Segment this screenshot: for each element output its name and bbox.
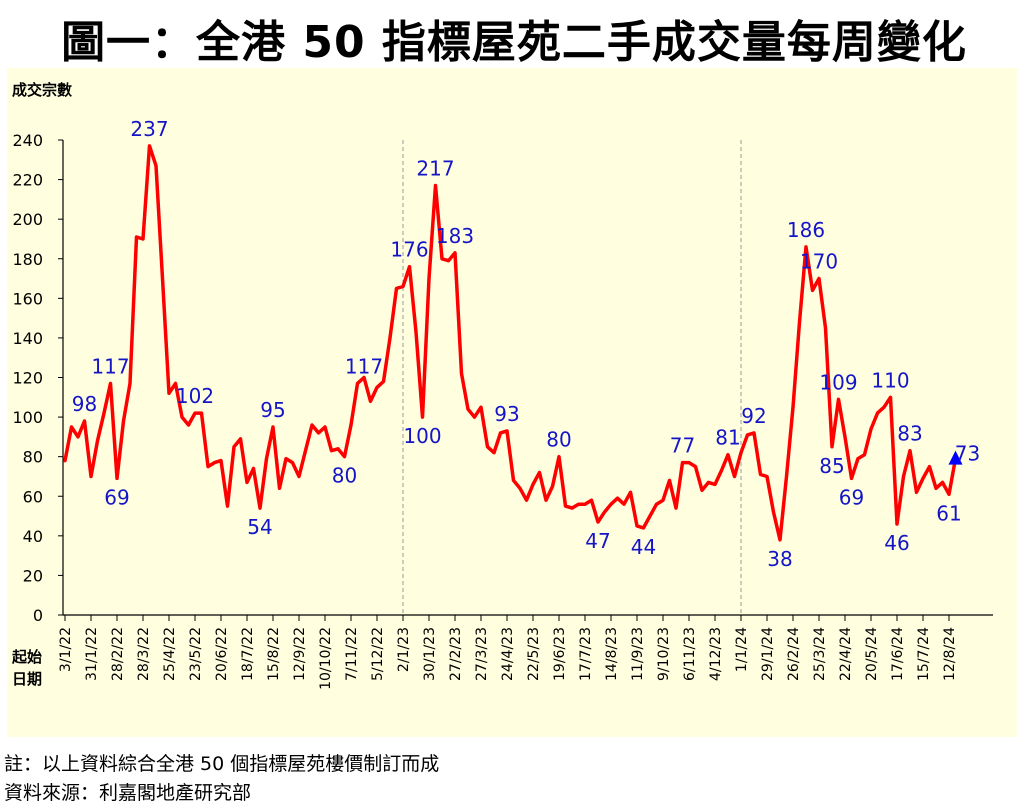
grid-layer <box>402 140 742 615</box>
data-label: 176 <box>390 238 428 262</box>
label-layer: 98 117 69 237 102 54 95 80 117 176 100 217 183 93 80 47… <box>72 117 980 571</box>
x-tick-label: 2/1/23 <box>396 627 412 672</box>
x-tick-label: 20/6/22 <box>214 627 230 681</box>
data-label: 217 <box>416 157 454 181</box>
data-label: 110 <box>871 368 909 392</box>
x-tick-label: 27/3/23 <box>474 627 490 681</box>
x-tick-label: 17/6/24 <box>890 627 906 681</box>
data-label: 61 <box>936 501 961 525</box>
x-tick-label: 12/8/24 <box>942 627 958 681</box>
data-label: 117 <box>91 354 129 378</box>
x-tick-label: 6/11/23 <box>682 627 698 681</box>
x-tick-label: 4/12/23 <box>708 627 724 681</box>
x-tick-label: 31/1/22 <box>84 627 100 681</box>
footnote: 註：以上資料綜合全港 50 個指標屋苑樓價制訂而成 <box>4 753 440 775</box>
data-label: 80 <box>546 428 571 452</box>
data-label: 186 <box>787 218 825 242</box>
data-label: 100 <box>403 424 441 448</box>
y-tick-label: 160 <box>12 289 43 308</box>
x-tick-label: 7/11/22 <box>344 627 360 681</box>
data-label: 69 <box>104 485 129 509</box>
x-tick-label: 30/1/23 <box>422 627 438 681</box>
data-label: 83 <box>897 422 922 446</box>
data-label: 183 <box>436 224 474 248</box>
x-tick-label: 11/9/23 <box>630 627 646 681</box>
y-tick-label: 220 <box>12 171 43 190</box>
y-tick-label: 0 <box>33 606 43 625</box>
x-tick-label: 27/2/23 <box>448 627 464 681</box>
x-tick-label: 12/9/22 <box>292 627 308 681</box>
y-axis-title: 成交宗數 <box>12 81 72 99</box>
data-label: 80 <box>332 464 357 488</box>
x-tick-label: 14/8/23 <box>604 627 620 681</box>
x-tick-label: 1/1/24 <box>734 627 750 672</box>
data-label: 77 <box>670 434 695 458</box>
x-tick-label: 22/5/23 <box>526 627 542 681</box>
data-label: 46 <box>884 531 909 555</box>
x-tick-label: 5/12/22 <box>370 627 386 681</box>
axis-layer: 0 20 40 60 80 100 120 140 160 180 200 220 240 3/1/22 3… <box>11 131 993 690</box>
x-tick-label: 9/10/23 <box>656 627 672 681</box>
y-tick-label: 140 <box>12 329 43 348</box>
x-tick-label: 29/1/24 <box>760 627 776 681</box>
data-label: 73 <box>955 442 980 466</box>
data-label: 92 <box>741 404 766 428</box>
data-label: 47 <box>585 529 610 553</box>
data-label: 117 <box>345 354 383 378</box>
data-label: 95 <box>260 398 285 422</box>
line-layer <box>63 144 963 542</box>
data-label: 69 <box>839 485 864 509</box>
data-label: 85 <box>819 454 844 478</box>
x-tick-label: 19/6/23 <box>552 627 568 681</box>
y-tick-label: 80 <box>23 448 43 467</box>
chart-panel <box>7 68 1017 737</box>
x-tick-label: 10/10/22 <box>318 627 334 690</box>
y-tick-label: 40 <box>23 527 43 546</box>
y-tick-label: 100 <box>12 408 43 427</box>
x-tick-label: 15/8/22 <box>266 627 282 681</box>
series-line <box>63 144 958 542</box>
x-tick-label: 26/2/24 <box>786 627 802 681</box>
data-label: 170 <box>800 250 838 274</box>
x-tick-label: 24/4/23 <box>500 627 516 681</box>
data-label: 81 <box>715 426 740 450</box>
x-tick-label: 28/2/22 <box>110 627 126 681</box>
last-point-marker <box>948 450 963 465</box>
y-tick-label: 20 <box>23 566 43 585</box>
data-label: 102 <box>176 384 214 408</box>
y-tick-label: 200 <box>12 210 43 229</box>
x-tick-label: 3/1/22 <box>58 627 74 672</box>
data-label: 38 <box>767 547 792 571</box>
x-tick-label: 28/3/22 <box>136 627 152 681</box>
data-label: 237 <box>130 117 168 141</box>
x-tick-label: 23/5/22 <box>188 627 204 681</box>
data-label: 98 <box>72 392 97 416</box>
x-tick-label: 22/4/24 <box>838 627 854 681</box>
data-label: 44 <box>631 535 656 559</box>
y-tick-label: 240 <box>12 131 43 150</box>
x-tick-label: 17/7/23 <box>578 627 594 681</box>
source-note: 資料來源：利嘉閣地產研究部 <box>4 782 252 804</box>
x-tick-label: 20/5/24 <box>864 627 880 681</box>
data-label: 54 <box>247 515 272 539</box>
y-tick-label: 120 <box>12 369 43 388</box>
data-label: 93 <box>494 402 519 426</box>
x-tick-label: 25/4/22 <box>162 627 178 681</box>
chart-title: 圖一：全港 50 指標屋苑二手成交量每周變化 <box>61 17 967 68</box>
data-label: 109 <box>819 370 857 394</box>
x-tick-label: 18/7/22 <box>240 627 256 681</box>
x-tick-label: 15/7/24 <box>916 627 932 681</box>
y-tick-label: 60 <box>23 487 43 506</box>
y-tick-label: 180 <box>12 250 43 269</box>
x-axis-title-line1: 起始 <box>11 648 42 666</box>
x-axis-title-line2: 日期 <box>12 670 42 688</box>
x-tick-label: 25/3/24 <box>812 627 828 681</box>
